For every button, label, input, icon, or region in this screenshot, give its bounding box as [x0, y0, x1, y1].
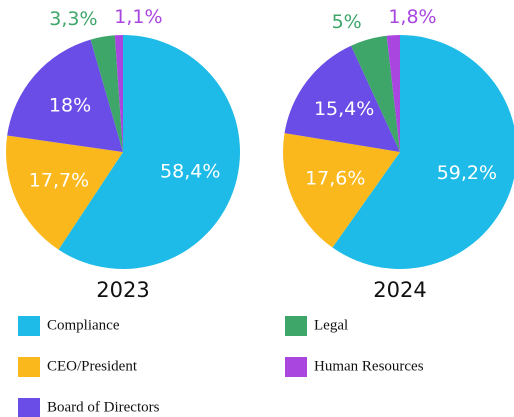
pie-slice: [58, 35, 240, 269]
chart-title: 2024: [373, 278, 426, 302]
pie-slice: [5, 135, 124, 250]
legend-label: CEO/President: [47, 358, 138, 374]
data-label: 1,1%: [114, 6, 162, 28]
legend-label: Legal: [314, 317, 348, 333]
data-label: 5%: [332, 11, 362, 33]
data-label: 59,2%: [437, 162, 497, 184]
legend-swatch: [285, 316, 307, 336]
legend-swatch: [18, 316, 40, 336]
pie-slice: [332, 35, 514, 269]
pie-slice: [90, 35, 123, 153]
pie-slice: [284, 45, 400, 152]
legend-label: Human Resources: [314, 358, 424, 374]
pie-slice: [7, 39, 123, 152]
pie-slice: [283, 133, 400, 248]
legend-label: Compliance: [47, 317, 120, 333]
legend-swatch: [285, 357, 307, 377]
data-label: 18%: [49, 94, 91, 116]
legend-label: Board of Directors: [47, 399, 160, 415]
data-label: 17,7%: [29, 169, 89, 191]
data-label: 1,8%: [388, 6, 436, 28]
data-label: 58,4%: [160, 161, 220, 183]
legend-swatch: [18, 398, 40, 417]
data-label: 15,4%: [314, 98, 374, 120]
data-label: 17,6%: [305, 168, 365, 190]
pie-slice: [114, 35, 123, 152]
legend-swatch: [18, 357, 40, 377]
data-label: 3,3%: [49, 8, 97, 30]
chart-title: 2023: [96, 278, 149, 302]
pie-slice: [351, 35, 400, 153]
pie-slice: [386, 35, 400, 152]
